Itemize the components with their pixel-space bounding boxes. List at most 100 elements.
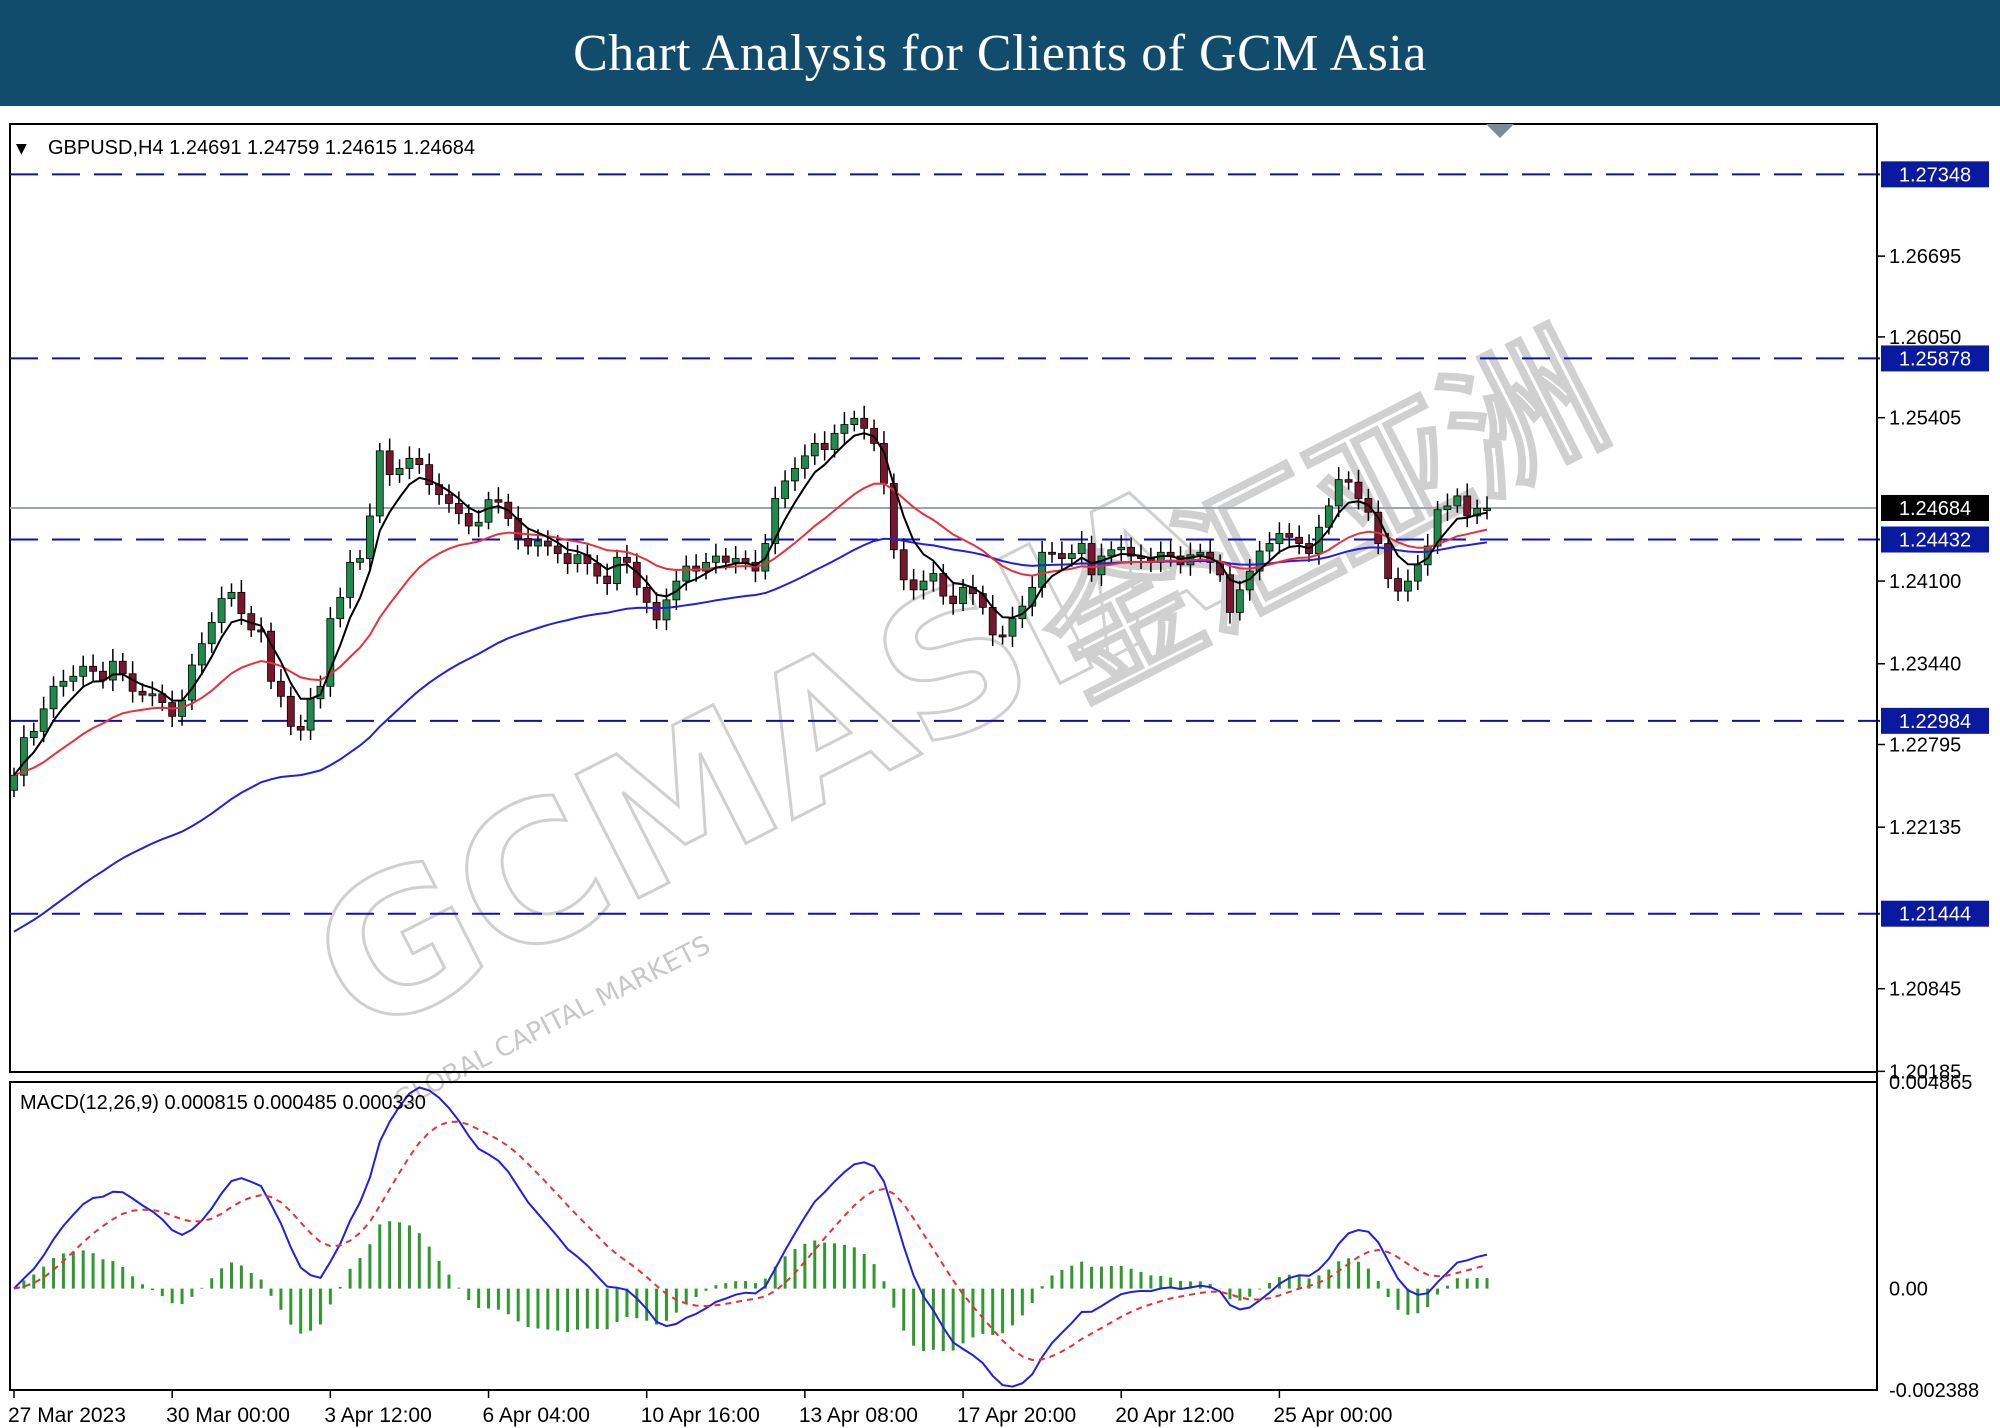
ema-fast-line — [13, 432, 1488, 776]
y-tick-label: 1.22795 — [1889, 735, 1961, 757]
candle-body — [1008, 618, 1017, 637]
candle-body — [454, 503, 463, 514]
candle-body — [840, 424, 849, 434]
candle-body — [959, 586, 967, 605]
candle-body — [820, 442, 829, 451]
candle-body — [1067, 553, 1076, 559]
candle-body — [277, 680, 285, 697]
candle-body — [1423, 545, 1432, 566]
candle-body — [1058, 553, 1066, 559]
candle-body — [1295, 536, 1304, 544]
x-tick-label: 17 Apr 20:00 — [957, 1404, 1076, 1427]
candle-body — [998, 634, 1007, 638]
macd-line — [13, 1086, 1488, 1388]
macd-signal-line — [13, 1120, 1488, 1362]
candle-body — [89, 665, 97, 672]
candle-body — [405, 457, 414, 469]
x-tick-label: 20 Apr 12:00 — [1115, 1404, 1234, 1427]
candle-body — [573, 554, 582, 564]
candle-body — [830, 432, 839, 451]
candle-body — [207, 622, 216, 645]
candle-body — [1384, 543, 1393, 579]
candle-body — [1107, 549, 1116, 557]
candle-body — [1374, 511, 1383, 544]
candle-body — [899, 549, 908, 581]
candle-body — [49, 685, 58, 710]
candle-body — [1226, 574, 1234, 613]
candle-body — [326, 618, 335, 687]
ema-mid-line — [13, 482, 1488, 777]
candle-body — [128, 673, 137, 692]
candle-body — [1038, 551, 1047, 588]
candle-body — [800, 455, 809, 469]
candle-body — [29, 730, 38, 739]
candle-body — [1087, 543, 1096, 576]
candle-body — [1404, 580, 1412, 592]
candle-body — [217, 598, 226, 623]
candle-body — [306, 698, 315, 731]
candle-body — [553, 545, 562, 554]
level-label: 1.27348 — [1899, 164, 1971, 186]
level-label: 1.21444 — [1899, 904, 1971, 926]
candle-body — [1196, 551, 1205, 556]
macd-y-tick-label: 0.00 — [1889, 1279, 1928, 1301]
candle-body — [613, 556, 621, 584]
candle-body — [425, 464, 434, 486]
level-label-bg — [1881, 526, 1989, 553]
candle-body — [79, 665, 88, 677]
symbol-dropdown-icon[interactable]: ▼ — [16, 141, 27, 157]
candle-body — [1048, 551, 1056, 555]
candle-body — [375, 450, 384, 517]
axes: 1.26695 1.26050 1.25405 1.24100 1.23440 1.227… — [8, 124, 1989, 1427]
candle-body — [603, 575, 612, 584]
candle-body — [781, 480, 790, 499]
level-label: 1.22984 — [1899, 711, 1971, 733]
x-tick-label: 30 Mar 00:00 — [166, 1404, 290, 1427]
candle-body — [1453, 495, 1462, 507]
candle-body — [810, 442, 819, 457]
candle-body — [791, 467, 799, 482]
candle-body — [138, 690, 147, 696]
candle-body — [237, 591, 246, 615]
x-tick-label: 3 Apr 12:00 — [324, 1404, 431, 1427]
candle-body — [494, 499, 503, 503]
candle-body — [385, 450, 394, 476]
candle-body — [227, 591, 236, 600]
level-label-bg — [1881, 161, 1989, 188]
x-tick-label: 27 Mar 2023 — [8, 1404, 126, 1427]
banner-title: Chart Analysis for Clients of GCM Asia — [573, 24, 1427, 82]
candle-body — [534, 540, 542, 547]
price-header: GBPUSD,H4 1.24691 1.24759 1.24615 1.2468… — [48, 137, 475, 159]
candle-body — [711, 555, 720, 563]
candle-body — [662, 599, 671, 621]
candle-body — [563, 553, 572, 564]
candle-body — [1077, 543, 1086, 554]
price-panel — [9, 123, 1880, 1073]
candle-body — [909, 579, 918, 591]
x-tick-label: 10 Apr 16:00 — [641, 1404, 760, 1427]
candle-body — [286, 695, 295, 727]
candle-body — [1324, 505, 1333, 528]
level-label-bg — [1881, 707, 1989, 734]
x-tick-label: 13 Apr 08:00 — [799, 1404, 918, 1427]
candle-body — [939, 573, 948, 597]
candle-body — [197, 643, 206, 666]
y-tick-label: 1.25405 — [1889, 408, 1961, 430]
candle-body — [69, 675, 78, 682]
candle-body — [623, 556, 631, 563]
candle-body — [702, 561, 710, 572]
level-label-bg — [1881, 345, 1989, 372]
candle-body — [919, 580, 928, 591]
candle-body — [543, 540, 552, 547]
candle-body — [1265, 543, 1274, 552]
candle-body — [642, 586, 651, 603]
level-label: 1.25878 — [1899, 348, 1971, 370]
candle-body — [1483, 508, 1491, 511]
candle-body — [365, 515, 374, 559]
candle-body — [949, 595, 958, 605]
candle-body — [1443, 505, 1452, 511]
candle-body — [1344, 479, 1353, 483]
candle-body — [415, 457, 424, 466]
